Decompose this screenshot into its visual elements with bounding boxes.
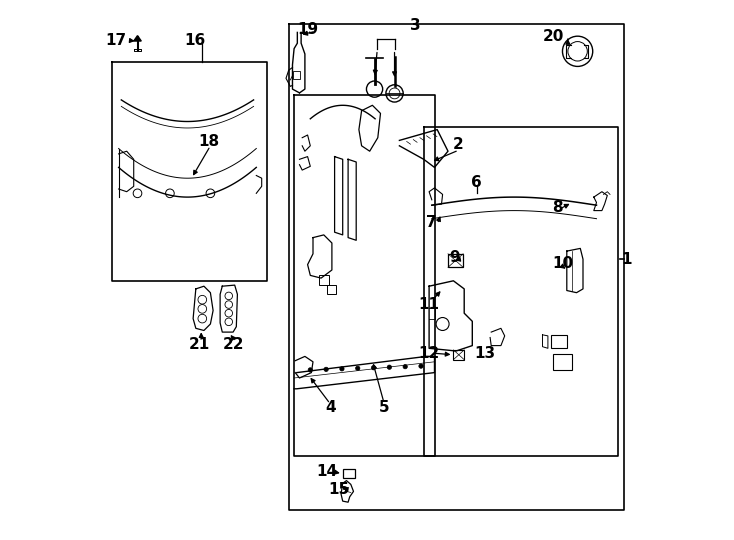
Text: 5: 5: [379, 400, 390, 415]
Text: 1: 1: [621, 252, 631, 267]
Text: 12: 12: [418, 346, 440, 361]
Text: 9: 9: [449, 250, 459, 265]
Circle shape: [419, 364, 424, 368]
Circle shape: [308, 368, 313, 372]
Bar: [343, 469, 355, 478]
Circle shape: [403, 364, 407, 369]
Polygon shape: [134, 36, 141, 41]
Bar: [293, 71, 299, 79]
Circle shape: [388, 365, 391, 369]
Text: 15: 15: [328, 482, 349, 497]
Text: 22: 22: [222, 337, 244, 352]
Text: 20: 20: [542, 29, 564, 44]
Text: 17: 17: [106, 33, 126, 48]
Text: 16: 16: [185, 33, 206, 48]
Bar: [319, 275, 330, 285]
Text: 21: 21: [189, 337, 210, 352]
Text: 3: 3: [410, 18, 421, 33]
Circle shape: [371, 366, 376, 370]
Text: 2: 2: [452, 137, 463, 152]
Text: 6: 6: [471, 175, 482, 190]
Circle shape: [355, 366, 360, 370]
Text: 8: 8: [552, 200, 562, 215]
Text: 19: 19: [297, 22, 318, 37]
Text: 10: 10: [552, 256, 573, 271]
Bar: [553, 354, 573, 370]
Text: 7: 7: [426, 215, 437, 230]
Text: 4: 4: [325, 400, 335, 415]
Bar: [550, 335, 567, 348]
Text: 11: 11: [418, 296, 440, 312]
Circle shape: [324, 367, 328, 372]
Text: 14: 14: [316, 464, 337, 480]
Bar: [327, 285, 336, 294]
Bar: [454, 350, 464, 360]
Bar: [448, 254, 463, 267]
Text: 13: 13: [474, 346, 495, 361]
Circle shape: [340, 367, 344, 371]
Text: 18: 18: [199, 134, 220, 149]
